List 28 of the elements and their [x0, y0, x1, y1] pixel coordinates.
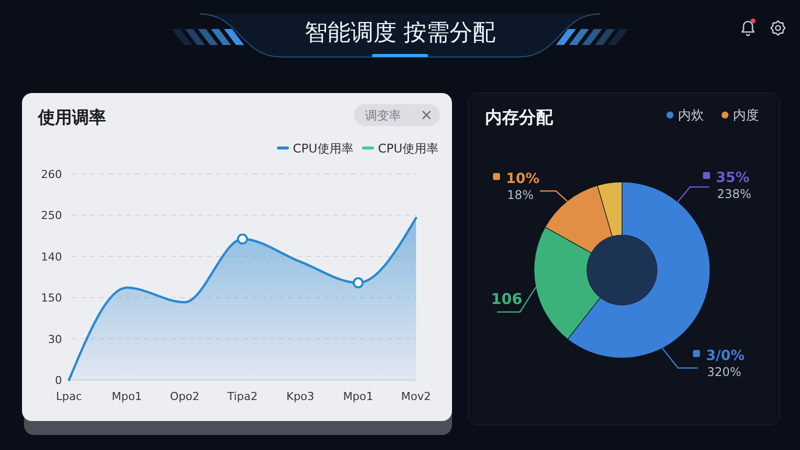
chart-title: 内存分配	[485, 108, 554, 128]
x-tick-label: Tipa2	[226, 390, 258, 403]
x-tick-label: Mov2	[401, 390, 431, 403]
chart-title: 使用调率	[37, 108, 106, 128]
x-tick-label: Mpo1	[343, 390, 374, 403]
text: 3/0%	[706, 348, 745, 364]
x-tick-label: Kpo3	[286, 390, 314, 403]
text: 106	[491, 290, 522, 308]
legend-label: 内炊	[678, 108, 704, 124]
text: 调变率	[365, 108, 401, 122]
x-tick-label: Mpo1	[112, 390, 142, 403]
text: 0	[55, 374, 62, 387]
text: 18%	[507, 188, 534, 202]
text: 30	[48, 332, 62, 346]
legend-label: CPU使用率	[378, 142, 438, 156]
text: 150	[41, 292, 62, 305]
legend-label: 内度	[733, 108, 759, 124]
x-tick-label: Opo2	[170, 390, 200, 403]
text: 250	[41, 209, 62, 222]
text: 智能调度 按需分配	[304, 20, 496, 46]
text: 260	[41, 168, 62, 181]
text: 140	[41, 250, 62, 264]
text: 35%	[716, 170, 750, 186]
legend-label: CPU使用率	[292, 142, 354, 156]
text: 320%	[707, 365, 742, 379]
text: 238%	[717, 187, 752, 201]
text: 10%	[506, 171, 540, 187]
x-tick-label: Lpac	[56, 390, 82, 403]
